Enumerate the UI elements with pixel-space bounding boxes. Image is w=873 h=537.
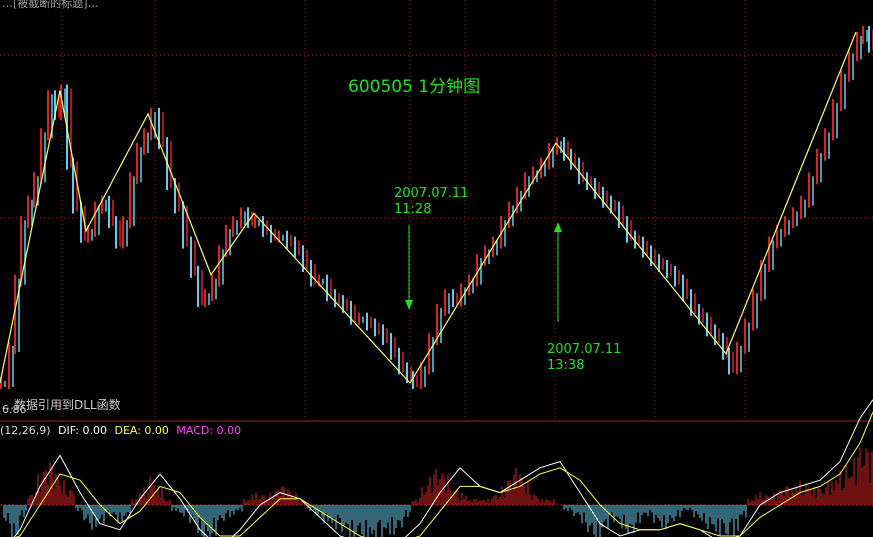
annotation-1-time: 11:28 bbox=[394, 202, 432, 217]
dif-label: DIF: 0.00 bbox=[58, 424, 107, 437]
annotation-2-date: 2007.07.11 bbox=[547, 342, 622, 357]
chart-title: 600505 1分钟图 bbox=[348, 77, 481, 97]
window-title: …[被截断的标题]… bbox=[2, 0, 99, 10]
macd-label: MACD: 0.00 bbox=[176, 424, 242, 437]
low-price-label: 6.86 bbox=[2, 403, 27, 416]
dif-line bbox=[13, 399, 873, 537]
dll-note: …数据引用到DLL函数 bbox=[2, 398, 121, 412]
annotation-1-date: 2007.07.11 bbox=[394, 186, 469, 201]
dea-line bbox=[15, 411, 873, 537]
annotation-2-arrowhead bbox=[554, 222, 562, 232]
macd-legend: (12,26,9) DIF: 0.00 DEA: 0.00 MACD: 0.00 bbox=[0, 424, 245, 437]
annotation-1: 2007.07.11 11:28 bbox=[394, 186, 468, 218]
macd-params: (12,26,9) bbox=[0, 424, 51, 437]
dea-label: DEA: 0.00 bbox=[114, 424, 169, 437]
zigzag-line bbox=[0, 31, 857, 384]
annotation-2-time: 13:38 bbox=[547, 358, 585, 373]
annotation-2: 2007.07.11 13:38 bbox=[547, 342, 621, 374]
annotation-1-arrowhead bbox=[405, 300, 413, 310]
